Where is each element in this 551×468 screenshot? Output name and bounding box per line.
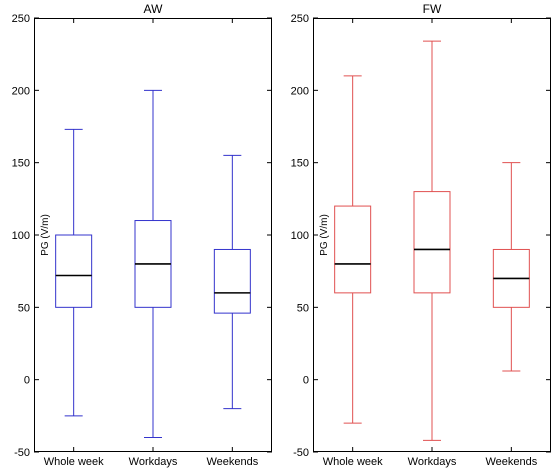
panel-1-ytick-label: -50: [14, 447, 30, 459]
panel-1-xtick-label: Workdays: [129, 456, 178, 468]
panel-1-ylabel: PG (V/m): [40, 214, 51, 256]
panel-1-ytick-label: 250: [12, 13, 30, 25]
panel-2-ytick-label: 150: [291, 158, 309, 170]
panel-2-xtick-label: Workdays: [408, 456, 457, 468]
panel-1-ytick-label: 200: [12, 85, 30, 97]
panel-1-xtick-label: Weekends: [206, 456, 258, 468]
panel-2-ytick-label: -50: [293, 447, 309, 459]
panel-2-box-2-iqr: [413, 191, 451, 294]
panel-2-xtick-label: Whole week: [323, 456, 383, 468]
panel-2-ytick-label: 0: [303, 375, 309, 387]
panel-1-ytick-label: 100: [12, 230, 30, 242]
panel-2-ytick-label: 250: [291, 13, 309, 25]
panel-2-box-1-iqr: [334, 205, 372, 294]
panel-2-xtick-label: Weekends: [485, 456, 537, 468]
panel-2-ytick-label: 200: [291, 85, 309, 97]
panel-1-ytick-label: 150: [12, 158, 30, 170]
panel-1-ytick-label: 0: [24, 375, 30, 387]
panel-1-xtick-label: Whole week: [44, 456, 104, 468]
panel-2-ytick-label: 50: [297, 302, 309, 314]
panel-1-box-3-iqr: [213, 248, 251, 314]
panel-2-ylabel: PG (V/m): [319, 214, 330, 256]
panel-1-box-1-iqr: [55, 234, 93, 308]
panel-1-title: AW: [144, 2, 164, 16]
panel-2-ytick-label: 100: [291, 230, 309, 242]
panel-2-title: FW: [423, 2, 442, 16]
panel-1-ytick-label: 50: [18, 302, 30, 314]
